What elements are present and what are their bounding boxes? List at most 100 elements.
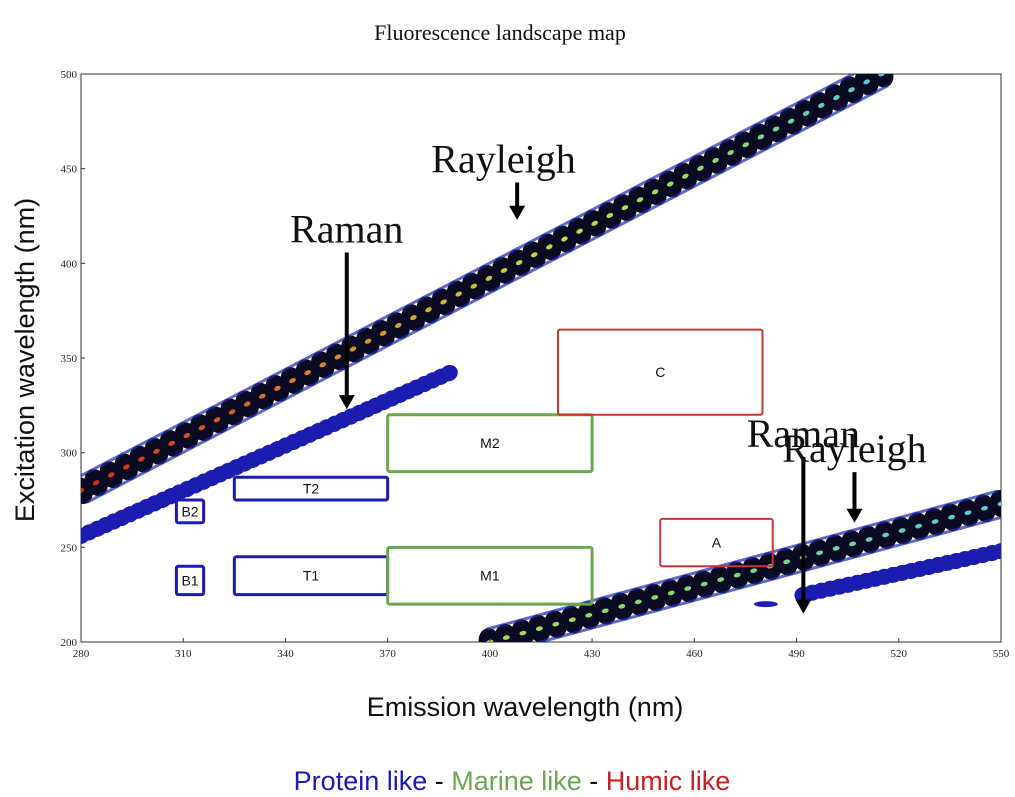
y-axis-label: Excitation wavelength (nm)	[10, 198, 40, 522]
region-label-b1: B1	[181, 572, 198, 588]
rayleigh-core	[410, 315, 417, 321]
x-tick-label: 430	[584, 648, 601, 660]
rayleigh-core	[535, 626, 543, 631]
rayleigh-core	[561, 236, 568, 242]
rayleigh-core	[138, 456, 145, 462]
rayleigh-core	[915, 523, 922, 529]
rayleigh-core	[863, 79, 870, 85]
rayleigh-core	[485, 275, 493, 281]
rayleigh-core	[717, 577, 725, 582]
rayleigh-core	[168, 440, 175, 446]
rayleigh-core	[772, 126, 780, 132]
x-tick-label: 550	[993, 648, 1010, 660]
rayleigh-core	[519, 630, 527, 636]
rayleigh-core	[183, 432, 191, 439]
region-box-a	[659, 517, 774, 568]
annotation-arrow-head	[338, 395, 355, 410]
regions: B2 B1 T2 T1 M2 M1 C A	[174, 328, 774, 606]
rayleigh-core	[651, 595, 659, 600]
annotation-arrow-head	[509, 205, 526, 220]
legend: Protein like - Marine like - Humic like	[294, 766, 731, 796]
rayleigh-core	[682, 173, 689, 179]
rayleigh-core	[848, 87, 855, 93]
annotation-arrow-head	[846, 508, 863, 523]
rayleigh-dot	[870, 74, 894, 88]
y-tick-label: 450	[61, 164, 78, 176]
legend-item: Marine like	[451, 766, 582, 796]
rayleigh-core	[849, 541, 857, 547]
rayleigh-core	[634, 599, 642, 605]
legend-item: Humic like	[606, 766, 731, 796]
rayleigh-core	[621, 205, 629, 211]
raman-dot	[440, 364, 458, 382]
x-tick-label: 280	[73, 648, 90, 660]
rayleigh-core	[878, 74, 886, 77]
region-label-b2: B2	[181, 503, 198, 519]
rayleigh-core	[684, 586, 692, 591]
annotation-arrow-head	[795, 599, 812, 614]
legend-item: Protein like	[294, 766, 428, 796]
region-label-a: A	[712, 535, 722, 551]
rayleigh-core	[576, 228, 583, 234]
rayleigh-core	[502, 635, 510, 640]
region-label-c: C	[655, 364, 665, 380]
rayleigh-core	[818, 102, 825, 108]
rayleigh-core	[591, 220, 598, 226]
rayleigh-core	[379, 330, 387, 336]
rayleigh-core	[865, 537, 873, 542]
legend-item: -	[582, 766, 606, 796]
rayleigh-core	[742, 142, 750, 148]
x-tick-label: 490	[788, 648, 805, 660]
rayleigh-halo	[86, 84, 889, 504]
annotation-rayleigh-0: Rayleigh	[431, 136, 575, 181]
rayleigh-dot	[989, 489, 1001, 518]
region-box-m2	[386, 413, 594, 474]
rayleigh-core	[948, 514, 955, 520]
x-tick-label: 310	[175, 648, 192, 660]
rayleigh-core	[515, 260, 523, 266]
rayleigh-core	[700, 581, 708, 587]
rayleigh-core	[425, 307, 432, 313]
rayleigh-core	[727, 150, 734, 156]
rayleigh-core	[601, 608, 609, 614]
rayleigh-core	[667, 590, 675, 596]
rayleigh-core	[395, 322, 402, 329]
rayleigh-core	[750, 568, 758, 573]
rayleigh-core	[228, 409, 236, 415]
rayleigh-core	[733, 572, 741, 578]
region-box-b2	[174, 498, 206, 525]
rayleigh-core	[81, 487, 85, 494]
rayleigh-core	[274, 385, 281, 391]
rayleigh-core	[606, 212, 614, 218]
rayleigh-core	[500, 267, 508, 274]
rayleigh-core	[832, 546, 840, 551]
region-box-b1	[174, 564, 206, 597]
rayleigh-core	[568, 617, 576, 623]
region-label-m1: M1	[480, 568, 500, 584]
rayleigh-core	[530, 252, 538, 258]
rayleigh-core	[666, 181, 674, 187]
rayleigh-core	[470, 283, 478, 289]
x-tick-label: 460	[686, 648, 703, 660]
y-axis-ticks: 200 250 300 350 400 450 500	[61, 69, 85, 649]
rayleigh-core	[319, 362, 326, 368]
raman-fragment	[753, 601, 778, 608]
rayleigh-core	[757, 134, 765, 140]
annotation-raman-1: Raman	[290, 207, 403, 252]
rayleigh-core	[440, 299, 447, 305]
rayleigh-core	[931, 519, 939, 524]
rayleigh-core	[964, 510, 972, 516]
region-label-t1: T1	[303, 568, 320, 584]
annotation-rayleigh-3: Rayleigh	[782, 426, 926, 471]
rayleigh-core	[153, 448, 160, 454]
x-tick-label: 520	[891, 648, 908, 660]
rayleigh-core	[213, 417, 221, 423]
rayleigh-core	[585, 612, 593, 618]
region-label-t2: T2	[303, 481, 320, 497]
region-label-m2: M2	[480, 435, 500, 451]
rayleigh-core	[787, 118, 795, 124]
rayleigh-core	[243, 401, 251, 407]
rayleigh-core	[552, 621, 560, 627]
region-box-c	[557, 328, 764, 416]
